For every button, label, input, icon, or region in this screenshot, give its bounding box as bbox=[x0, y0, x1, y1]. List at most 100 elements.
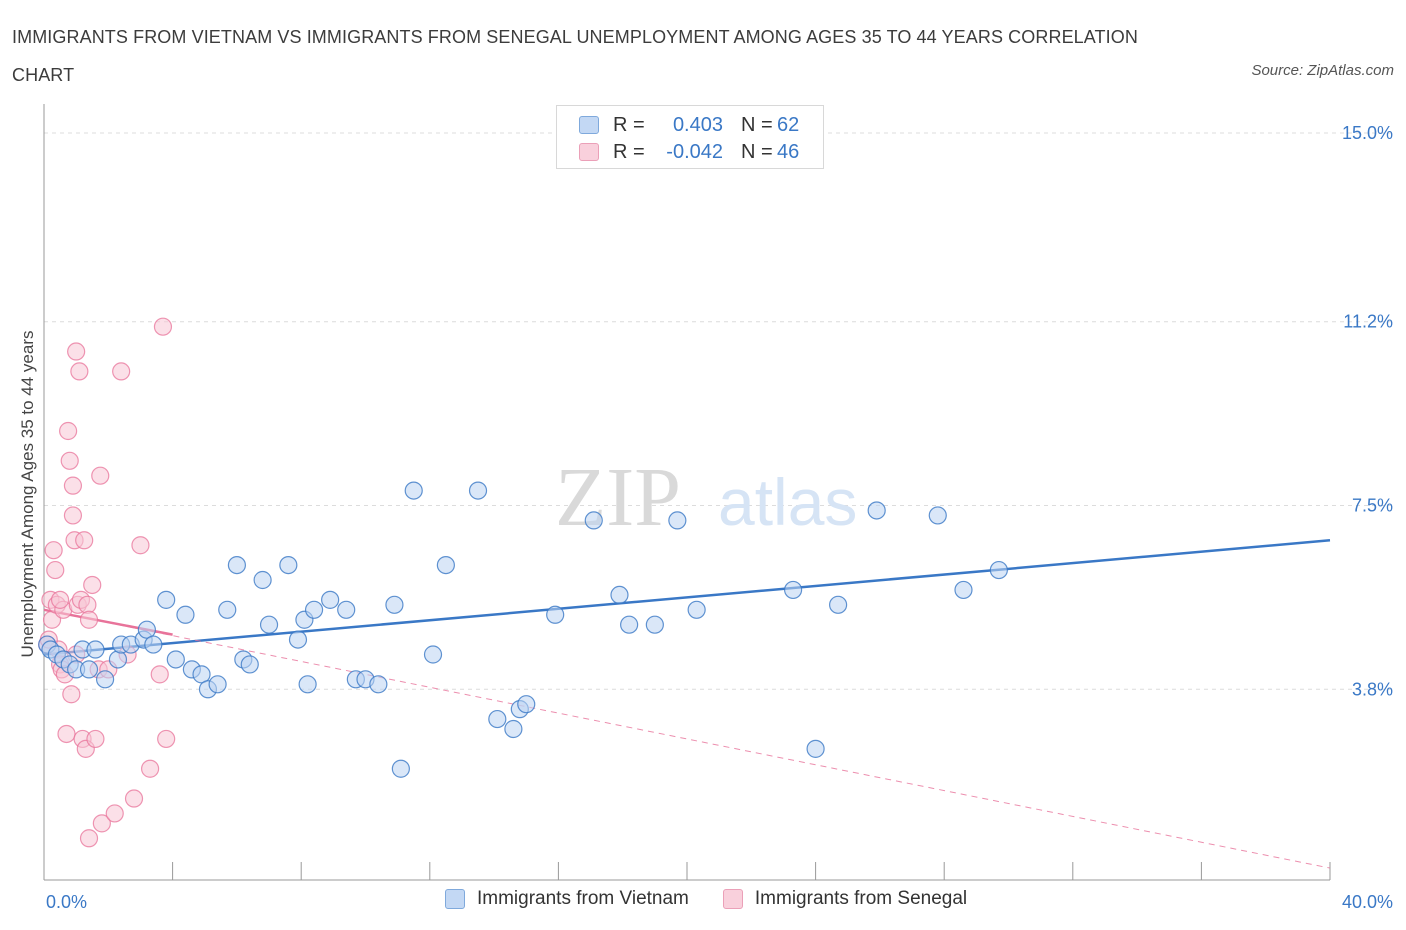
vietnam-point bbox=[304, 600, 324, 619]
legend-label-vietnam: Immigrants from Vietnam bbox=[477, 888, 689, 909]
vietnam-point bbox=[829, 595, 848, 614]
vietnam-point bbox=[546, 605, 565, 624]
legend-item-senegal[interactable]: Immigrants from Senegal bbox=[722, 888, 968, 910]
senegal-point bbox=[112, 362, 131, 381]
legend-row-vietnam: R = 0.403 N = 62 bbox=[579, 112, 799, 138]
series-legend: Immigrants from Vietnam Immigrants from … bbox=[445, 888, 1001, 910]
vietnam-point bbox=[488, 709, 507, 729]
senegal-point bbox=[79, 610, 99, 629]
senegal-point bbox=[44, 541, 63, 560]
vietnam-point bbox=[337, 600, 356, 619]
vietnam-point bbox=[279, 555, 298, 575]
vietnam-point bbox=[404, 481, 423, 500]
vietnam-point bbox=[288, 630, 308, 649]
vietnam-point bbox=[517, 695, 536, 714]
senegal-point bbox=[86, 729, 105, 749]
vietnam-point bbox=[144, 635, 163, 654]
watermark: ZIP atlas bbox=[555, 451, 857, 544]
vietnam-point bbox=[218, 600, 237, 619]
vietnam-point bbox=[240, 655, 259, 674]
vietnam-point bbox=[806, 739, 825, 758]
vietnam-point bbox=[989, 560, 1008, 580]
vietnam-point bbox=[95, 670, 115, 689]
vietnam-point bbox=[928, 506, 947, 525]
vietnam-point bbox=[108, 650, 128, 669]
r-value: -0.042 bbox=[666, 140, 723, 163]
senegal-point bbox=[46, 560, 65, 580]
vietnam-point bbox=[610, 585, 629, 605]
y-tick-label: 15.0% bbox=[1342, 123, 1393, 143]
y-tick-label: 7.5% bbox=[1352, 496, 1393, 516]
y-tick-label: 3.8% bbox=[1352, 679, 1393, 699]
legend-item-vietnam[interactable]: Immigrants from Vietnam bbox=[445, 888, 689, 910]
senegal-point bbox=[150, 665, 169, 684]
n-value: 62 bbox=[777, 113, 800, 136]
senegal-point bbox=[124, 789, 144, 808]
vietnam-point bbox=[687, 600, 706, 619]
vietnam-point bbox=[253, 570, 272, 590]
senegal-legend-swatch bbox=[722, 889, 743, 909]
senegal-point bbox=[92, 814, 111, 833]
vietnam-point bbox=[369, 675, 388, 694]
vietnam-point bbox=[504, 719, 523, 739]
r-value: 0.403 bbox=[672, 113, 723, 136]
senegal-point bbox=[70, 362, 89, 381]
vietnam-point bbox=[668, 511, 687, 530]
legend-label-senegal: Immigrants from Senegal bbox=[754, 888, 968, 909]
y-tick-label: 11.2% bbox=[1343, 312, 1393, 332]
senegal-point bbox=[63, 506, 83, 525]
x-tick-label: 40.0% bbox=[1342, 892, 1393, 912]
senegal-point bbox=[131, 536, 150, 555]
senegal-point bbox=[67, 342, 86, 361]
vietnam-point bbox=[208, 675, 227, 694]
vietnam-point bbox=[86, 640, 105, 659]
tick-labels: 3.8% 7.5% 11.2% 15.0% 0.0% 40.0% bbox=[46, 123, 1393, 912]
vietnam-point bbox=[867, 501, 886, 520]
vietnam-legend-swatch bbox=[445, 889, 465, 909]
vietnam-point bbox=[620, 615, 639, 634]
n-label: N = bbox=[741, 113, 773, 136]
senegal-point bbox=[157, 729, 176, 749]
source-label: Source: ZipAtlas.com bbox=[1251, 62, 1394, 79]
senegal-trend-line-extended bbox=[43, 609, 1331, 869]
vietnam-point bbox=[227, 555, 246, 575]
vietnam-point bbox=[423, 645, 443, 664]
vietnam-point bbox=[783, 580, 803, 600]
y-axis-label: Unemployment Among Ages 35 to 44 years bbox=[18, 331, 37, 658]
senegal-point bbox=[63, 476, 83, 495]
senegal-point bbox=[91, 466, 110, 485]
chart-title: IMMIGRANTS FROM VIETNAM VS IMMIGRANTS FR… bbox=[12, 27, 1138, 85]
vietnam-point bbox=[436, 555, 455, 575]
senegal-point bbox=[62, 685, 81, 704]
vietnam-point bbox=[259, 615, 279, 634]
senegal-point bbox=[105, 804, 124, 823]
axes bbox=[43, 104, 1331, 881]
correlation-legend: R = 0.403 N = 62 R = -0.042 N = 46 bbox=[556, 105, 824, 169]
gridlines bbox=[44, 132, 1392, 690]
vietnam-point bbox=[157, 590, 176, 609]
watermark-zip: ZIP bbox=[555, 451, 681, 544]
senegal-point bbox=[79, 829, 99, 848]
x-tick-label: 0.0% bbox=[46, 892, 87, 912]
vietnam-point bbox=[79, 660, 99, 679]
senegal-point bbox=[140, 759, 160, 778]
senegal-point bbox=[75, 531, 94, 550]
vietnam-point bbox=[385, 595, 404, 614]
vietnam-point bbox=[176, 605, 195, 624]
senegal-point bbox=[153, 317, 173, 336]
senegal-points bbox=[38, 317, 176, 848]
senegal-point bbox=[59, 421, 78, 441]
vietnam-point bbox=[584, 511, 603, 530]
senegal-point bbox=[50, 590, 70, 609]
vietnam-point bbox=[468, 481, 488, 500]
vietnam-points bbox=[38, 481, 1008, 778]
n-value: 46 bbox=[777, 140, 800, 163]
trend-lines bbox=[43, 539, 1331, 869]
watermark-atlas: atlas bbox=[718, 465, 857, 539]
senegal-point bbox=[83, 575, 102, 595]
r-label: R = bbox=[613, 140, 645, 163]
vietnam-swatch bbox=[579, 116, 599, 134]
senegal-swatch bbox=[579, 143, 599, 161]
vietnam-point bbox=[954, 580, 973, 600]
vietnam-trend-line bbox=[43, 539, 1331, 656]
